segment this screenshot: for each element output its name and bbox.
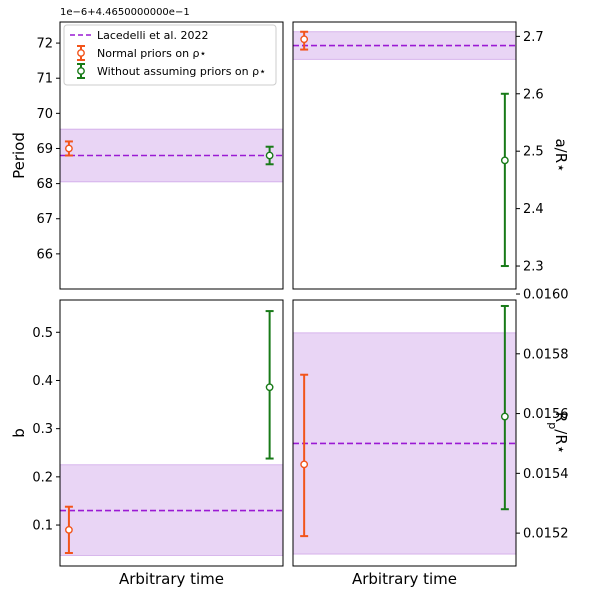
point-no-priors-marker: [265, 383, 274, 392]
panel-period: 66 67 68 69 70 71 72 Period: [10, 21, 284, 290]
y-tick-label: 0.1: [32, 519, 53, 534]
point-no-priors-marker: [265, 151, 274, 160]
point-normal-priors: [300, 373, 309, 538]
offset-text: 1e−6+4.4650000000e−1: [60, 7, 190, 18]
legend: Lacedelli et al. 2022 Normal priors on ρ…: [63, 24, 277, 86]
point-normal-priors-marker: [65, 525, 73, 534]
y-tick-label: 0.4: [32, 374, 53, 389]
legend-entry-no-priors: Without assuming priors on ρ⋆: [77, 63, 266, 79]
y-tick-label: 0.3: [32, 422, 53, 437]
legend-frame: [63, 24, 277, 86]
axes-frame: [59, 21, 284, 290]
y-tick-label: 2.6: [523, 87, 544, 102]
legend-entry-reference: Lacedelli et al. 2022: [70, 29, 208, 42]
y-tick-label: 0.0154: [523, 467, 569, 482]
axes-frame: [292, 21, 517, 290]
y-tick-label: 0.0160: [523, 288, 569, 303]
legend-label-normal-priors: Normal priors on ρ⋆: [97, 47, 206, 60]
point-normal-priors: [64, 505, 73, 554]
panel-impact-parameter: 0.1 0.2 0.3 0.4 0.5 b Arbitrary time: [10, 299, 284, 588]
y-tick-label: 69: [36, 142, 53, 157]
point-normal-priors-marker: [300, 460, 309, 469]
point-no-priors-marker: [500, 156, 509, 165]
y-tick-label: 66: [36, 247, 53, 262]
y-axis-label: b: [10, 428, 28, 438]
point-no-priors: [265, 310, 274, 460]
y-tick-label: 2.7: [523, 30, 544, 45]
y-tick-label: 0.0156: [523, 407, 569, 422]
point-normal-priors-marker: [65, 144, 73, 153]
y-tick-label: 0.0158: [523, 347, 569, 362]
legend-swatch-normal-priors-marker: [77, 49, 85, 57]
point-no-priors-marker: [500, 412, 509, 421]
y-tick-label: 0.5: [32, 326, 53, 341]
point-no-priors: [500, 304, 509, 511]
axes-frame: [292, 299, 517, 567]
y-axis-label: a/R⋆: [552, 138, 570, 172]
legend-entry-normal-priors: Normal priors on ρ⋆: [77, 45, 206, 61]
y-axis-label: Period: [10, 132, 28, 179]
y-tick-label: 68: [36, 177, 53, 192]
x-axis-label: Arbitrary time: [119, 570, 224, 588]
y-tick-label: 2.5: [523, 145, 544, 160]
y-tick-label: 0.0152: [523, 527, 569, 542]
point-normal-priors: [300, 30, 309, 51]
x-axis-label: Arbitrary time: [352, 570, 457, 588]
y-tick-label: 72: [36, 37, 53, 52]
point-normal-priors-marker: [300, 35, 309, 44]
panel-a-over-rstar: 2.3 2.4 2.5 2.6 2.7 a/R⋆: [292, 21, 570, 290]
legend-label-reference: Lacedelli et al. 2022: [97, 29, 208, 42]
y-tick-label: 0.2: [32, 470, 53, 485]
y-tick-label: 67: [36, 212, 53, 227]
y-tick-label: 70: [36, 107, 53, 122]
point-no-priors: [265, 145, 274, 166]
axes-frame: [59, 299, 284, 567]
panel-rp-over-rstar: 0.01520.01540.01560.01580.0160Rp/R⋆Arbit…: [292, 288, 570, 588]
legend-swatch-normal-priors: [77, 45, 85, 61]
y-tick-label: 2.3: [523, 260, 544, 275]
point-no-priors: [500, 92, 509, 268]
point-normal-priors: [64, 140, 73, 157]
legend-label-no-priors: Without assuming priors on ρ⋆: [97, 65, 266, 78]
y-tick-label: 2.4: [523, 202, 544, 217]
y-tick-label: 71: [36, 72, 53, 87]
legend-swatch-no-priors-marker: [77, 67, 85, 75]
legend-swatch-no-priors: [77, 63, 85, 79]
